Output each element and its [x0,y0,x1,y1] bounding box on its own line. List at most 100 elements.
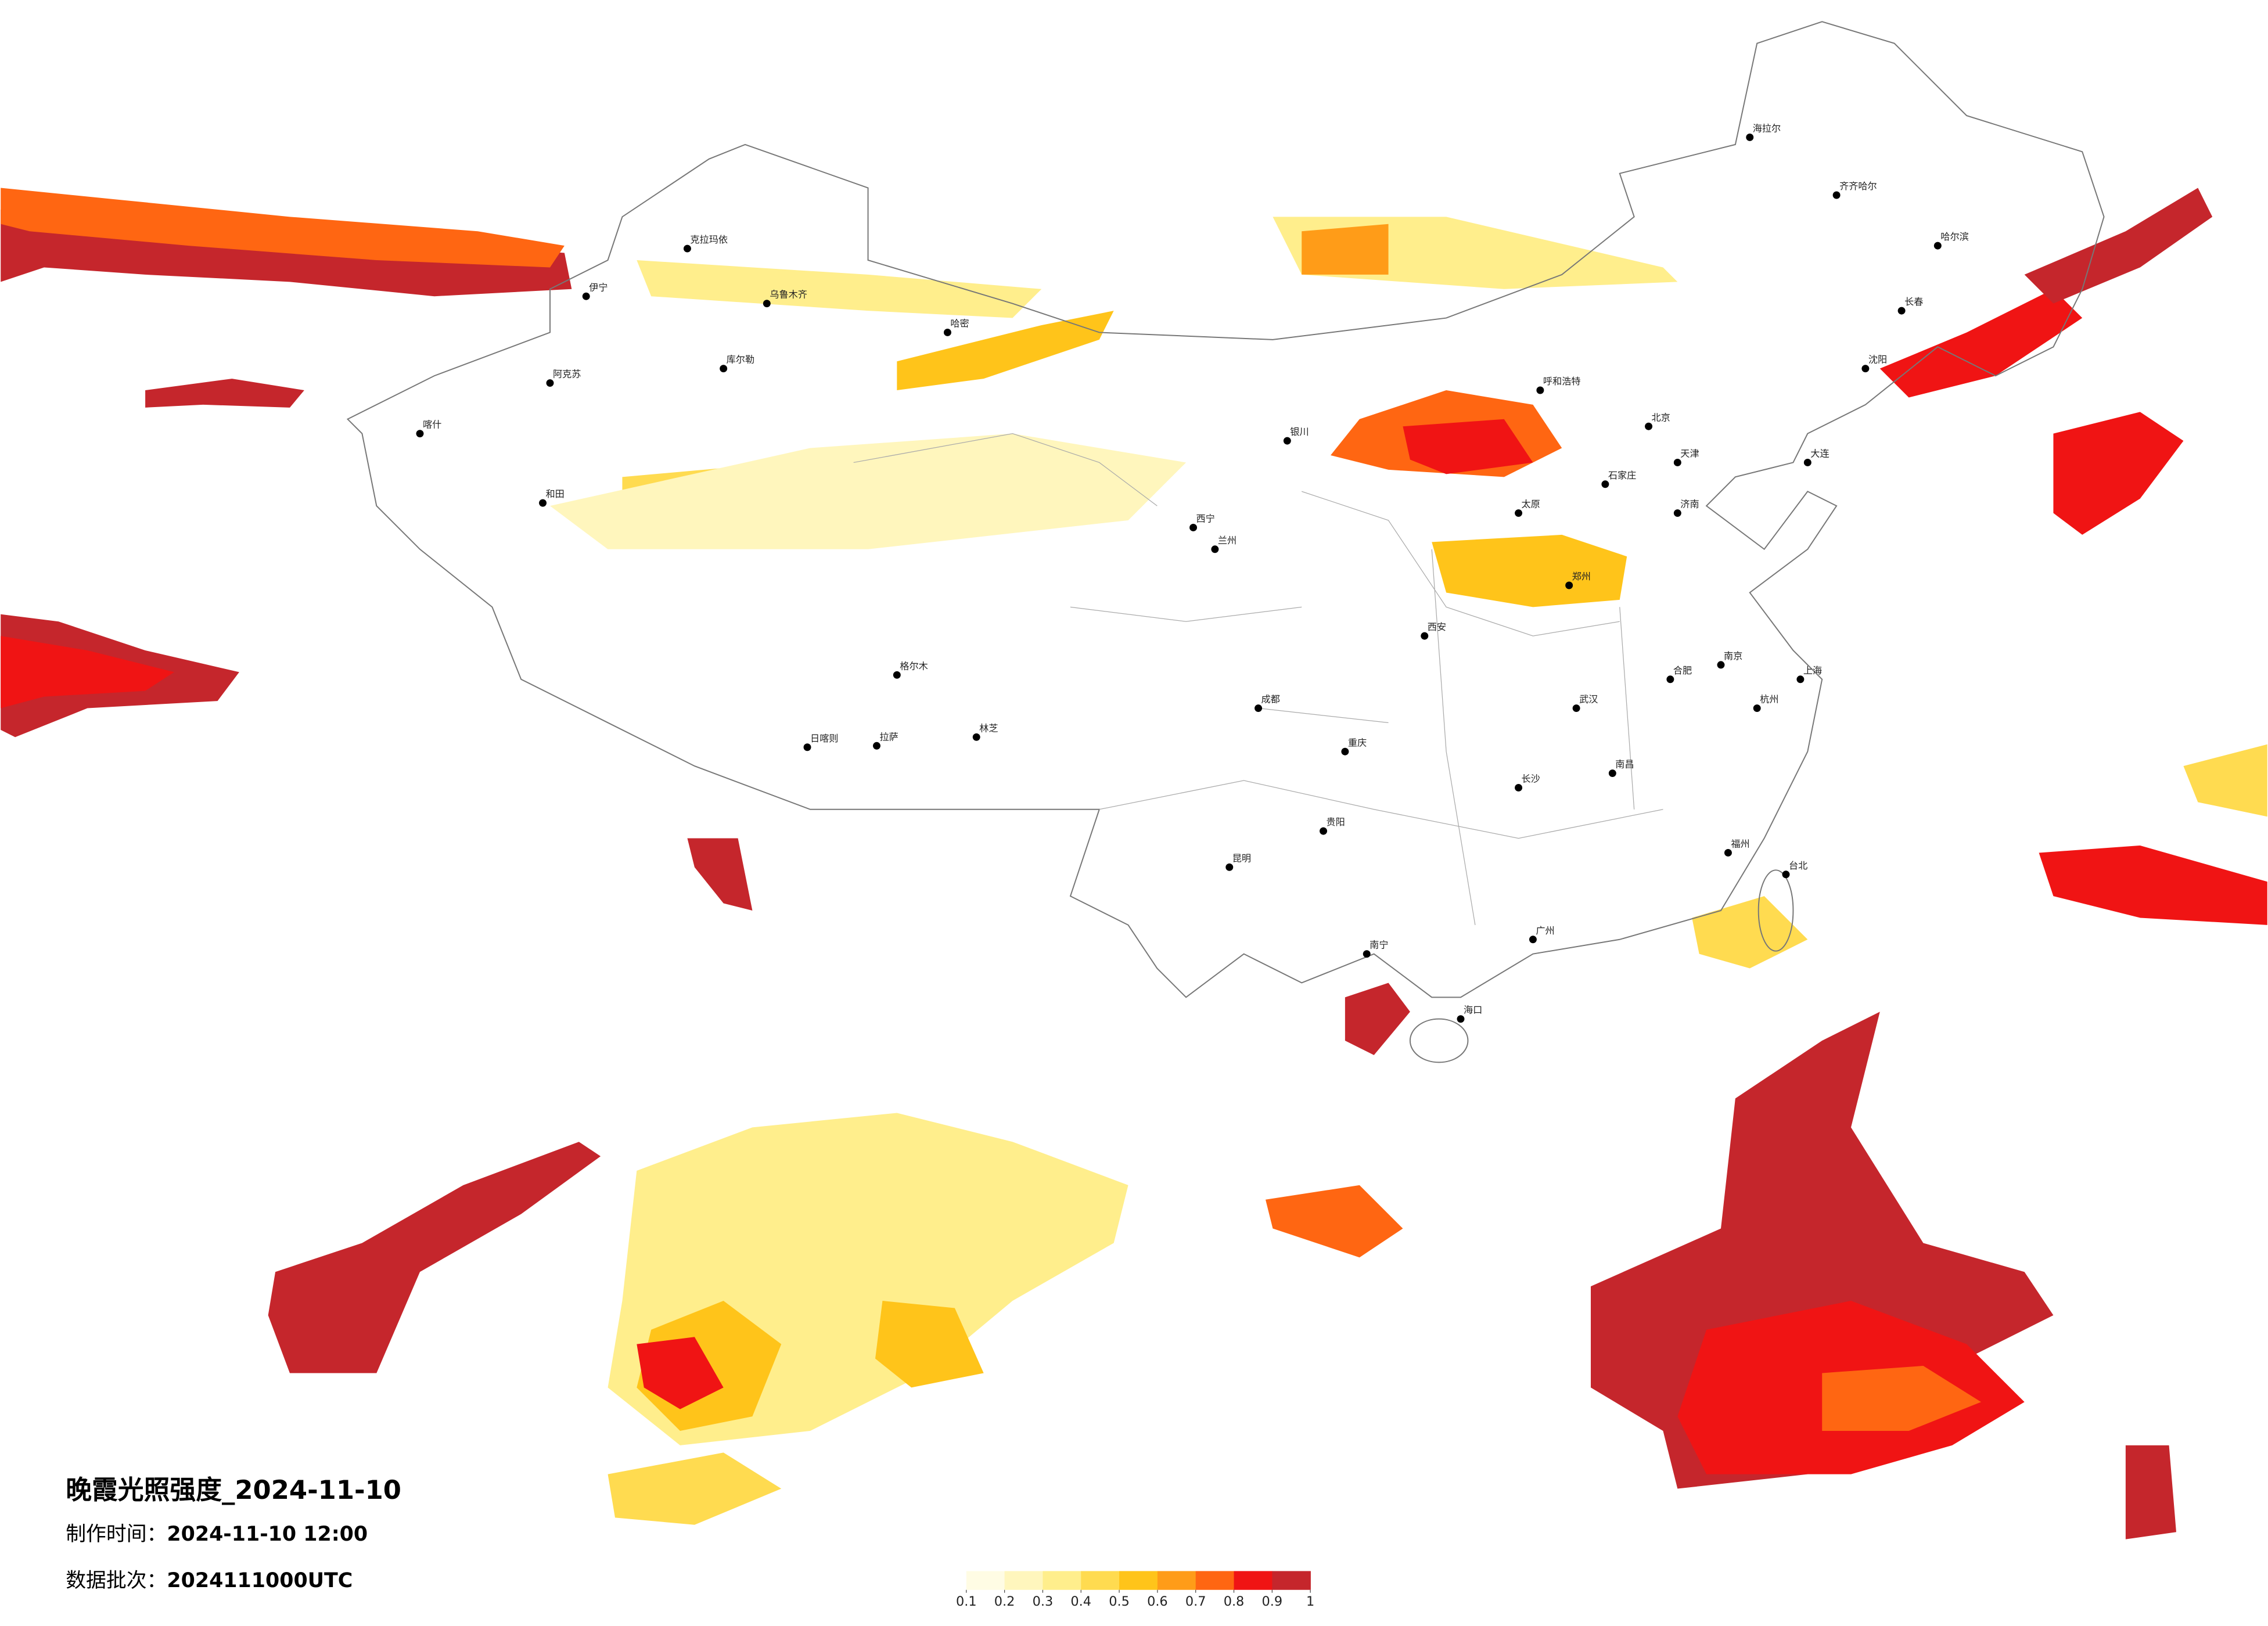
heat-patch [145,379,304,408]
city-dot [1529,936,1537,944]
colorbar-tick-label: 0.7 [1185,1594,1206,1609]
city-label: 杭州 [1760,694,1778,705]
city-label: 天津 [1680,448,1699,459]
heat-patch [2053,412,2184,535]
city-label: 成都 [1261,694,1280,705]
heat-layer [1,188,2267,1539]
city-dot [1515,509,1523,517]
city-dot [720,365,728,373]
city-dot [1724,848,1732,857]
colorbar-tick-label: 0.3 [1033,1594,1054,1609]
city-label: 大连 [1810,448,1829,459]
city-dot [763,300,771,308]
city-dot [1601,480,1609,488]
heat-patch [1,188,565,268]
heat-patch [897,311,1114,390]
city-label: 兰州 [1218,535,1237,546]
city-label: 克拉玛依 [690,234,728,245]
city-dot [1803,458,1811,466]
city-label: 和田 [546,488,565,499]
city-dot [1666,675,1674,684]
city-dot [539,499,547,507]
city-label: 济南 [1680,499,1699,510]
heat-patch [687,838,753,911]
colorbar-cell [1119,1571,1158,1590]
city-dot [893,671,901,679]
heat-patch [1822,1366,1981,1431]
city-dot [873,742,880,750]
heat-patch [2024,188,2213,304]
city-label: 拉萨 [879,731,898,742]
province-line [853,433,1663,925]
city-dot [1753,704,1761,713]
city-dot [943,328,951,336]
colorbar: 0.1 0.2 0.3 0.4 0.5 0.6 0.7 0.8 0.9 1 [956,1571,1314,1609]
city-dot [1746,133,1754,141]
city-label: 齐齐哈尔 [1839,181,1877,192]
heat-patch [2039,846,2267,925]
colorbar-cell [1004,1571,1044,1590]
heat-patch [637,260,1042,318]
city-dot [1717,661,1725,669]
heat-patch [608,1452,782,1525]
city-dot [416,430,424,438]
heat-patch [875,1301,984,1388]
city-label: 石家庄 [1608,470,1636,481]
colorbar-tick-label: 0.9 [1262,1594,1283,1609]
city-label: 格尔木 [900,660,928,671]
city-dot [1536,386,1544,394]
heat-patch [1345,983,1410,1055]
colorbar-tick-label: 1 [1306,1594,1314,1609]
heat-patch [1432,534,1627,607]
city-label: 太原 [1522,499,1540,510]
city-dot [1861,365,1870,373]
colorbar-cell [966,1571,1005,1590]
city-label: 林芝 [979,722,998,733]
city-dot [1363,950,1371,958]
city-label: 合肥 [1673,665,1692,676]
taiwan [1757,869,1794,952]
china-outline [346,21,2105,1063]
colorbar-tick-label: 0.1 [956,1594,977,1609]
city-label: 沈阳 [1868,354,1887,365]
city-dot [1515,783,1523,792]
batch-value: 2024111000UTC [167,1569,353,1592]
city-label: 昆明 [1232,852,1251,864]
city-dot [1645,422,1653,430]
city-dot [1897,307,1906,315]
city-dot [972,733,980,741]
city-dot [1421,632,1429,640]
production-time: 制作时间：2024-11-10 12:00 [66,1523,368,1546]
city-label: 台北 [1789,860,1807,871]
city-label: 南昌 [1615,759,1634,770]
city-label: 哈密 [950,318,969,329]
city-dot [683,244,691,253]
city-label: 哈尔滨 [1940,231,1968,242]
colorbar-cell [1081,1571,1120,1590]
city-label: 长沙 [1522,773,1540,784]
heat-patch [1302,224,1389,275]
city-dot [1457,1015,1465,1023]
city-label: 长春 [1904,296,1923,307]
colorbar-tick-label: 0.8 [1224,1594,1245,1609]
heat-patch [1879,289,2083,398]
colorbar-tick-label: 0.4 [1070,1594,1091,1609]
city-dot [1255,704,1263,713]
colorbar-tick-label: 0.6 [1147,1594,1168,1609]
city-label: 广州 [1536,925,1554,936]
heat-patch [1403,419,1533,474]
city-dot [803,743,811,751]
batch-label: 数据批次： [66,1569,167,1592]
colorbar-cell [1157,1571,1196,1590]
city-label: 海拉尔 [1753,123,1781,134]
map-title: 晚霞光照强度_2024-11-10 [66,1474,401,1505]
production-time-label: 制作时间： [66,1523,167,1546]
city-label: 南京 [1724,650,1742,661]
city-dot [546,379,554,387]
hainan [1409,1018,1469,1063]
city-dot [1832,191,1841,199]
colorbar-tick-label: 0.5 [1109,1594,1130,1609]
city-label: 库尔勒 [727,354,754,365]
